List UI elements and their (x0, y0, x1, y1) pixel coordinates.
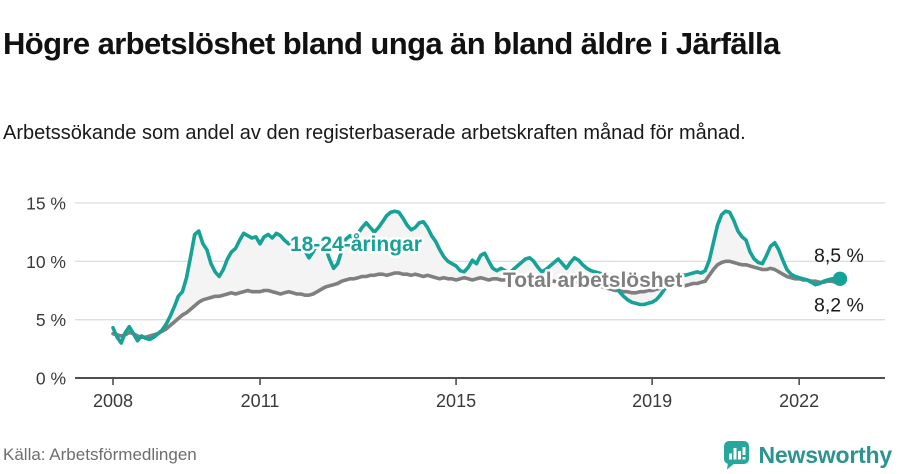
logo-exclamation-dot (742, 457, 746, 460)
logo-bar-short (728, 453, 732, 460)
series-label-total: Total arbetslöshet (503, 269, 682, 292)
x-axis-tick-label: 2019 (632, 391, 672, 411)
series-end-dot (832, 271, 848, 287)
logo-exclamation-stem (742, 447, 746, 455)
source-note: Källa: Arbetsförmedlingen (3, 445, 197, 464)
end-value-label-young: 8,5 % (814, 245, 864, 267)
y-axis-tick-label: 5 % (36, 310, 66, 330)
x-axis-tick-label: 2011 (241, 391, 280, 411)
chart-subtitle: Arbetssökande som andel av den registerb… (3, 122, 746, 144)
newsworthy-logo: Newsworthy (723, 440, 892, 470)
end-value-label-total: 8,2 % (814, 294, 864, 316)
x-axis-tick-label: 2008 (93, 391, 133, 411)
x-axis-tick-label: 2022 (779, 391, 819, 411)
y-axis-tick-label: 10 % (26, 252, 66, 272)
unemployment-line-chart: 0 % 5 % 10 % 15 % 2008 2011 2015 2019 2022 18-24-… (26, 193, 885, 411)
x-axis-tick-label: 2015 (436, 391, 476, 411)
series-label-young: 18-24-åringar (290, 233, 422, 256)
newsworthy-pin-barchart-icon (723, 441, 749, 470)
series-line-young (111, 209, 842, 345)
newsworthy-wordmark: Newsworthy (758, 441, 893, 468)
page-title: Högre arbetslöshet bland unga än bland ä… (3, 25, 780, 61)
series-line-total (111, 259, 842, 339)
logo-bar-tall (733, 448, 737, 460)
logo-bar-medium (737, 451, 741, 460)
y-axis-tick-label: 15 % (26, 193, 66, 213)
y-axis-tick-label: 0 % (36, 369, 66, 389)
logo-bubble-tail (726, 462, 735, 470)
